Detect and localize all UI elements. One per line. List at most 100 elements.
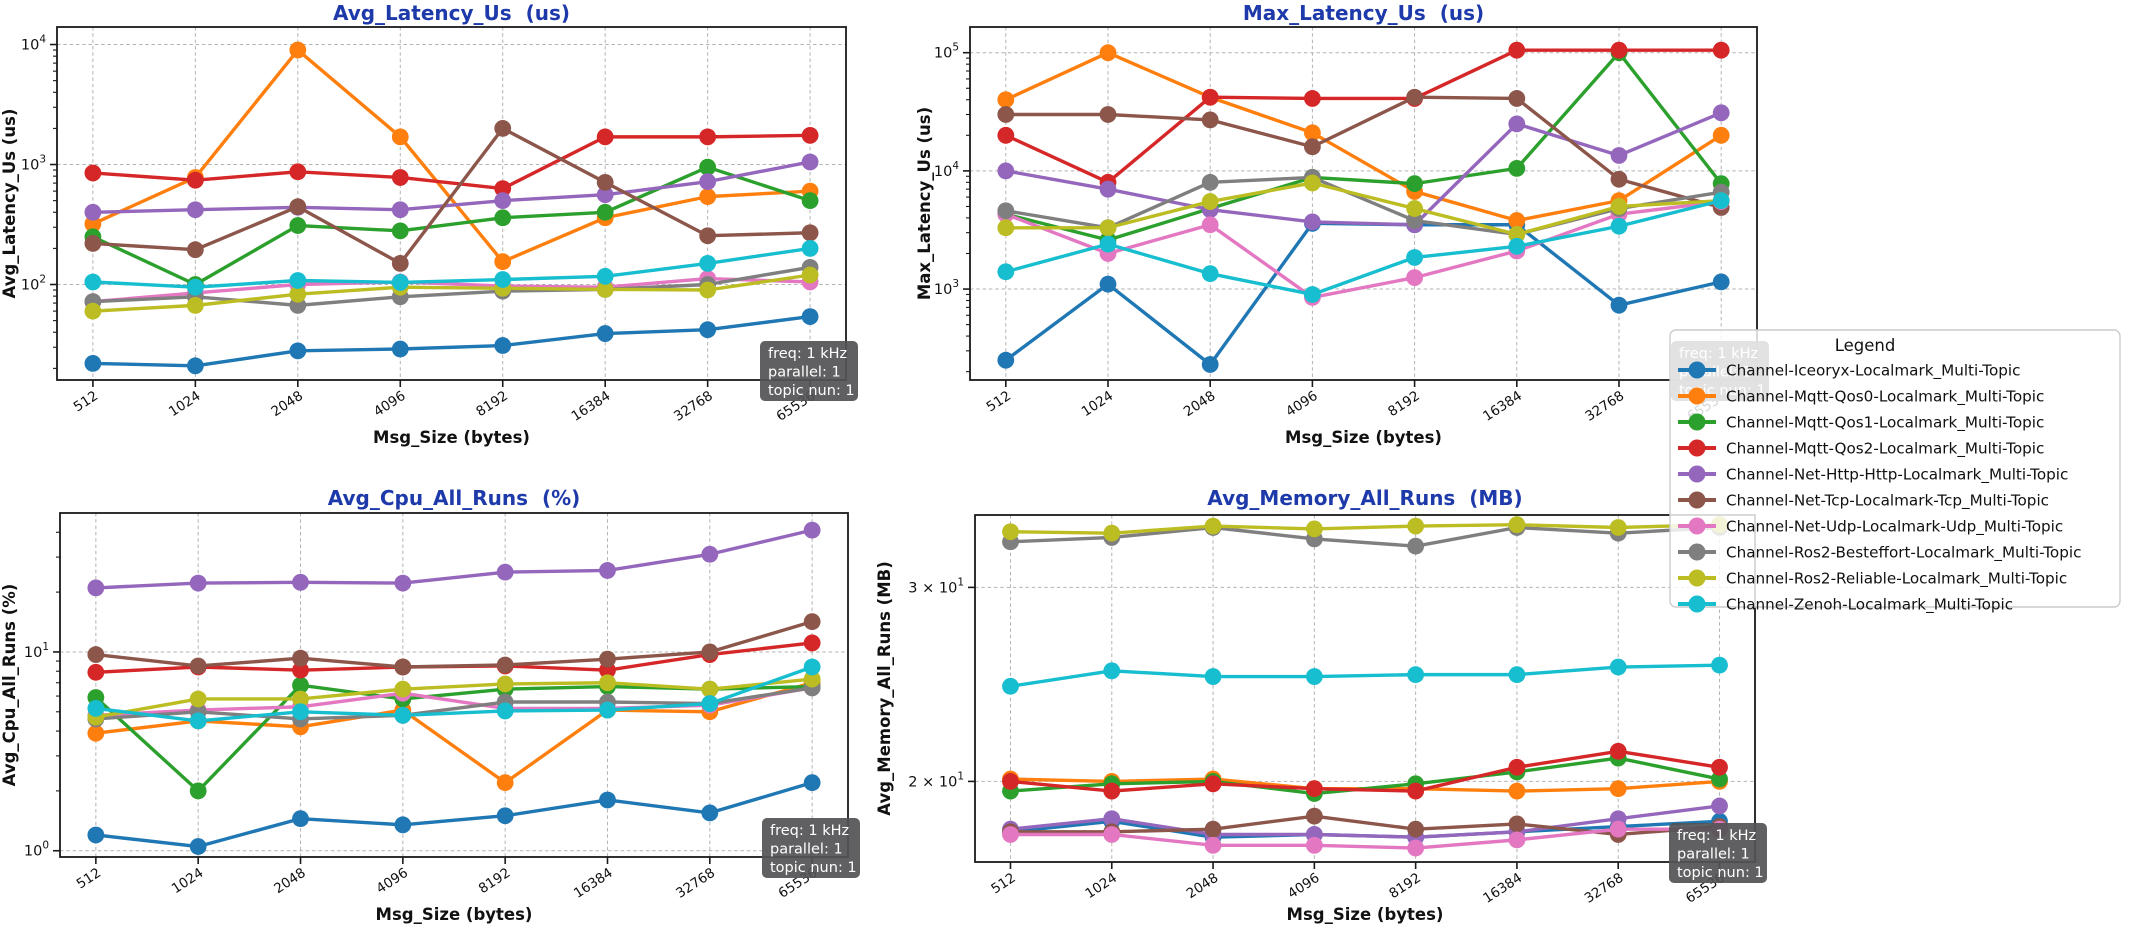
series-line — [1008, 522, 1722, 535]
legend-item: Channel-Zenoh-Localmark_Multi-Topic — [1678, 595, 2013, 615]
data-point — [391, 274, 409, 291]
series-line — [91, 165, 812, 287]
data-point — [292, 661, 309, 679]
data-point — [1609, 780, 1627, 798]
legend-item: Channel-Net-Http-Http-Localmark_Multi-To… — [1678, 465, 2068, 485]
data-point — [1609, 742, 1627, 760]
legend-marker-dot — [1688, 543, 1706, 561]
data-point — [186, 357, 204, 375]
annotation-line: freq: 1 kHz — [1677, 828, 1756, 844]
data-point — [494, 271, 512, 288]
data-point — [1406, 269, 1423, 287]
legend-item: Channel-Mqtt-Qos1-Localmark_Multi-Topic — [1678, 413, 2044, 433]
data-point — [1201, 88, 1219, 106]
data-point — [1610, 198, 1628, 215]
annotation-bg — [760, 341, 858, 401]
data-point — [997, 162, 1015, 180]
data-point — [84, 235, 102, 252]
x-tick-label: 8192 — [473, 388, 511, 420]
data-point — [289, 342, 307, 360]
series-line — [91, 265, 812, 308]
data-point — [801, 192, 819, 210]
data-point — [803, 670, 821, 688]
data-point — [84, 203, 102, 221]
data-point — [292, 703, 309, 721]
data-point — [1304, 124, 1321, 142]
data-point — [1406, 200, 1423, 217]
y-tick-label: 104 — [21, 34, 46, 54]
data-point — [699, 188, 717, 206]
data-point — [1305, 780, 1323, 798]
data-point — [1711, 797, 1728, 815]
data-point — [596, 267, 614, 285]
legend-marker-dot — [1688, 439, 1706, 457]
data-point — [1407, 839, 1425, 857]
data-point — [494, 119, 512, 137]
x-tick-label: 1024 — [166, 388, 204, 420]
annotation-line: freq: 1 kHz — [768, 346, 847, 362]
data-point — [494, 209, 512, 227]
annotation-line: parallel: 1 — [1677, 847, 1750, 863]
series-line — [1004, 95, 1723, 210]
x-tick-label: 32768 — [1582, 870, 1627, 907]
y-tick-label: 104 — [934, 160, 959, 180]
data-point — [699, 321, 717, 339]
series-line — [1008, 827, 1722, 850]
plot-frame — [56, 26, 847, 381]
annotation-line: topic nun: 1 — [768, 383, 855, 399]
data-point — [87, 646, 105, 663]
x-tick-label: 32768 — [671, 388, 716, 425]
annotation-bg — [1669, 823, 1767, 883]
data-point — [596, 281, 614, 298]
data-point — [599, 791, 616, 809]
data-point — [1204, 775, 1222, 793]
data-point — [1407, 820, 1425, 838]
data-point — [84, 215, 102, 233]
data-point — [1103, 810, 1121, 828]
series-line — [1004, 111, 1723, 227]
data-point — [189, 782, 207, 800]
data-point — [1103, 782, 1121, 800]
data-point — [1508, 758, 1526, 776]
legend-marker-dot — [1688, 413, 1706, 431]
data-point — [997, 219, 1015, 237]
data-point — [391, 201, 409, 219]
data-point — [699, 158, 717, 176]
x-tick-label: 32768 — [1582, 388, 1627, 425]
chart-title: Avg_Latency_Us (us) — [333, 1, 570, 25]
data-point — [1406, 212, 1423, 229]
data-point — [496, 774, 514, 792]
data-point — [394, 706, 412, 724]
data-point — [494, 180, 512, 197]
data-point — [1099, 180, 1117, 198]
series-line — [1008, 663, 1722, 688]
chart-3: 2 × 101 3 × 101 512 1024 2048 4096 8192 16384 32… — [875, 486, 1767, 924]
data-point — [1201, 173, 1219, 191]
data-point — [1103, 524, 1121, 542]
data-point — [1099, 44, 1117, 62]
data-point — [186, 241, 204, 259]
data-point — [494, 192, 512, 210]
legend-box — [1669, 329, 2121, 608]
data-point — [1712, 104, 1730, 122]
data-point — [289, 163, 307, 181]
data-point — [1508, 516, 1526, 534]
data-point — [394, 816, 412, 834]
legend-item: Channel-Ros2-Reliable-Localmark_Multi-To… — [1678, 569, 2067, 589]
data-point — [189, 712, 207, 730]
data-point — [292, 810, 309, 828]
x-axis-label: Msg_Size (bytes) — [1285, 428, 1442, 447]
legend-item-label: Channel-Mqtt-Qos2-Localmark_Multi-Topic — [1726, 440, 2044, 459]
legend-item-label: Channel-Net-Tcp-Localmark-Tcp_Multi-Topi… — [1726, 492, 2049, 511]
data-point — [803, 521, 821, 539]
data-point — [1406, 249, 1423, 266]
x-axis-label: Msg_Size (bytes) — [376, 905, 533, 924]
data-point — [87, 579, 105, 597]
series-line — [94, 619, 814, 669]
data-point — [289, 198, 307, 216]
data-point — [87, 700, 105, 717]
data-point — [801, 126, 819, 144]
data-point — [292, 649, 309, 667]
annotation-box: freq: 1 kHz parallel: 1 topic nun: 1 — [760, 341, 858, 401]
